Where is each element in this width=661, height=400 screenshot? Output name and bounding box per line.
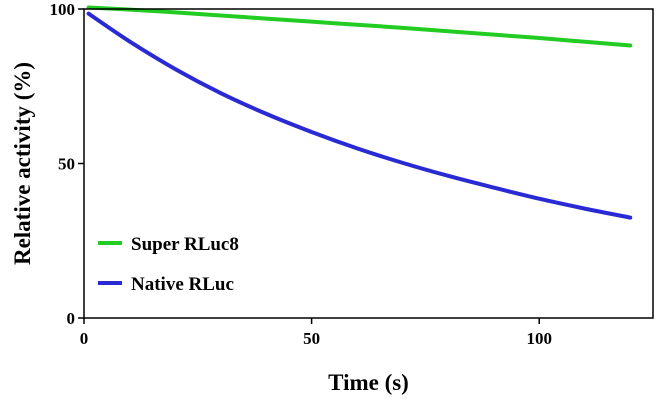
x-axis-label: Time (s) <box>328 370 409 395</box>
legend: Super RLuc8 Native RLuc <box>98 234 239 295</box>
plot-frame <box>83 8 654 319</box>
series-line-1 <box>86 11 633 220</box>
x-tick-label: 50 <box>303 329 320 348</box>
series-line-0 <box>86 5 633 48</box>
y-axis-label: Relative activity (%) <box>10 62 35 265</box>
legend-label-1: Native RLuc <box>131 274 234 295</box>
x-axis-ticks: 0 50 100 <box>80 318 552 348</box>
legend-label-0: Super RLuc8 <box>131 234 239 255</box>
plot-lines <box>86 5 633 220</box>
y-tick-label: 0 <box>67 309 76 328</box>
x-tick-label: 100 <box>526 329 552 348</box>
y-tick-label: 100 <box>50 0 76 19</box>
y-axis-ticks: 0 50 100 <box>50 0 84 328</box>
y-tick-label: 50 <box>58 155 75 174</box>
x-tick-label: 0 <box>80 329 89 348</box>
